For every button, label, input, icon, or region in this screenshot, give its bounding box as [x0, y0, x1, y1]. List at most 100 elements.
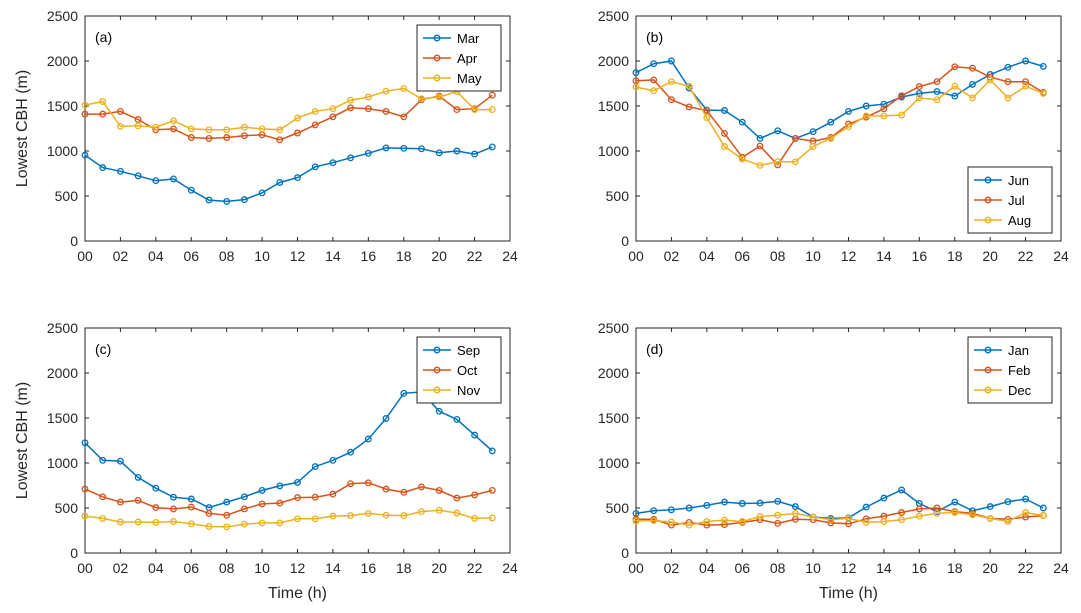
- data-point: [205, 126, 213, 134]
- data-point: [187, 495, 195, 503]
- data-point: [223, 126, 231, 134]
- data-point: [880, 105, 888, 113]
- data-point: [898, 486, 906, 494]
- data-point: [685, 504, 693, 512]
- data-point: [99, 493, 107, 501]
- data-point: [170, 505, 177, 513]
- data-point: [99, 514, 107, 522]
- data-point: [152, 504, 160, 512]
- data-point: [632, 77, 640, 85]
- data-point: [862, 102, 870, 110]
- data-point: [347, 512, 355, 520]
- data-point: [756, 513, 764, 520]
- x-tick-label: 24: [502, 248, 518, 264]
- data-point: [294, 129, 301, 137]
- legend-marker: [433, 366, 441, 374]
- data-point: [756, 142, 764, 150]
- data-point: [294, 174, 301, 182]
- data-point: [329, 159, 337, 167]
- x-axis-label: Time (h): [819, 585, 878, 602]
- x-tick-label: 16: [912, 248, 928, 264]
- legend-label: Aug: [1008, 213, 1031, 228]
- legend-label: Jul: [1008, 193, 1025, 208]
- x-tick-label: 06: [183, 248, 199, 264]
- data-point: [116, 122, 124, 130]
- data-point: [862, 112, 870, 120]
- data-point: [294, 494, 301, 502]
- data-point: [1004, 78, 1012, 86]
- x-tick-label: 00: [77, 560, 93, 576]
- data-point: [418, 508, 425, 516]
- data-point: [915, 505, 923, 513]
- data-point: [364, 93, 372, 101]
- y-tick-label: 1000: [47, 455, 78, 471]
- data-point: [1022, 513, 1030, 521]
- legend: Sep Oct Nov: [416, 336, 502, 404]
- y-tick-label: 1500: [47, 98, 78, 114]
- data-point: [1039, 512, 1047, 520]
- data-point: [471, 106, 479, 114]
- data-point: [986, 514, 994, 522]
- data-point: [205, 523, 213, 530]
- data-point: [170, 518, 177, 525]
- data-point: [205, 509, 213, 517]
- legend-label: Jan: [1008, 343, 1029, 358]
- data-point: [774, 127, 782, 135]
- data-point: [667, 57, 675, 65]
- x-tick-label: 02: [664, 560, 680, 576]
- y-axis-label: Lowest CBH (m): [14, 382, 31, 499]
- legend-label: Feb: [1008, 363, 1030, 378]
- data-point: [116, 518, 124, 526]
- data-point: [1022, 78, 1030, 86]
- x-tick-label: 20: [982, 248, 998, 264]
- x-tick-label: 14: [876, 248, 892, 264]
- data-point: [1039, 62, 1047, 70]
- data-point: [418, 95, 425, 103]
- data-point: [276, 179, 284, 186]
- x-tick-label: 14: [325, 248, 341, 264]
- data-point: [81, 485, 89, 493]
- data-point: [898, 92, 906, 100]
- data-point: [756, 499, 764, 507]
- data-point: [223, 134, 231, 141]
- data-point: [969, 511, 976, 519]
- x-tick-label: 04: [148, 248, 164, 264]
- data-point: [1004, 63, 1012, 71]
- x-tick-label: 06: [734, 560, 750, 576]
- data-point: [400, 144, 408, 152]
- data-point: [721, 521, 728, 529]
- data-point: [329, 490, 337, 498]
- data-point: [170, 125, 177, 133]
- data-point: [453, 509, 461, 517]
- x-tick-label: 24: [502, 560, 518, 576]
- data-point: [116, 107, 124, 115]
- data-point: [223, 511, 231, 519]
- x-tick-label: 08: [770, 560, 786, 576]
- data-point: [915, 89, 923, 97]
- data-point: [329, 456, 337, 464]
- data-point: [347, 448, 355, 456]
- data-point: [187, 520, 195, 528]
- data-point: [1004, 518, 1012, 525]
- data-point: [205, 134, 213, 142]
- data-point: [311, 515, 319, 523]
- data-point: [223, 523, 231, 531]
- legend-label: Mar: [457, 31, 480, 46]
- y-tick-label: 2000: [598, 365, 629, 381]
- data-point: [364, 435, 372, 443]
- data-point: [703, 107, 711, 114]
- data-point: [294, 114, 301, 122]
- panel-a: 00 02 04 06 08 10 12 14 16 18 20 22 24 0 500 1000 1500 20…: [14, 8, 518, 264]
- data-point: [382, 107, 390, 115]
- data-point: [969, 94, 976, 102]
- data-point: [774, 497, 782, 505]
- x-tick-label: 00: [628, 560, 644, 576]
- data-point: [311, 163, 319, 171]
- data-point: [951, 498, 959, 506]
- data-point: [382, 87, 390, 95]
- legend: Jun Jul Aug: [967, 166, 1053, 234]
- data-point: [667, 78, 675, 86]
- data-point: [862, 515, 870, 523]
- data-point: [240, 520, 248, 528]
- data-point: [99, 98, 107, 105]
